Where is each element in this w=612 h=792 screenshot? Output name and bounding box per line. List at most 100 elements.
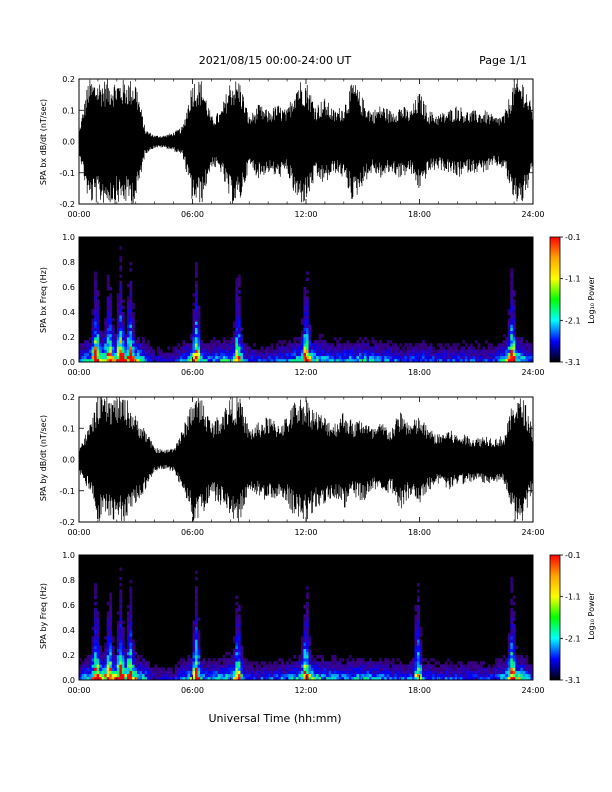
spectrogram-cell — [260, 352, 264, 357]
spectrogram-cell — [245, 658, 249, 662]
spectrogram-cell — [361, 349, 365, 353]
spectrogram-cell — [177, 673, 181, 678]
spectrogram-cell — [111, 324, 115, 328]
spectrogram-cell — [235, 324, 239, 328]
spectrogram-cell — [285, 355, 289, 360]
spectrogram-cell — [464, 673, 468, 678]
spectrogram-cell — [222, 337, 226, 341]
spectrogram-cell — [278, 664, 282, 668]
spectrogram-cell — [189, 343, 193, 347]
spectrogram-cell — [303, 617, 307, 621]
spectrogram-cell — [91, 312, 95, 316]
spectrogram-cell — [300, 676, 304, 681]
spectrogram-cell — [295, 355, 299, 360]
spectrogram-cell — [200, 343, 203, 347]
spectrogram-cell — [427, 349, 430, 353]
spectrogram-cell — [311, 667, 314, 671]
spectrogram-cell — [195, 676, 198, 681]
spectrogram-cell — [303, 626, 307, 631]
spectrogram-cell — [326, 661, 329, 665]
spectrogram-cell — [240, 349, 244, 353]
spectrogram-cell — [331, 676, 335, 681]
spectrogram-cell — [429, 667, 433, 671]
bx-spectrogram-panel: SPA bx Freq (Hz) Log₁₀ Power -0.1-1.1-2.… — [39, 233, 596, 377]
spectrogram-cell — [116, 305, 120, 310]
spectrogram-cell — [195, 611, 198, 615]
spectrogram-cell — [200, 676, 203, 681]
spectrogram-cell — [510, 274, 514, 278]
spectrogram-cell — [283, 349, 287, 353]
spectrogram-cell — [306, 633, 309, 637]
spectrogram-cell — [422, 664, 425, 668]
spectrogram-cell — [480, 661, 483, 665]
spectrogram-cell — [94, 601, 97, 606]
spectrogram-cell — [200, 352, 203, 357]
spectrogram-cell — [313, 670, 317, 675]
spectrogram-cell — [333, 673, 337, 678]
spectrogram-cell — [306, 626, 309, 631]
spectrogram-cell — [230, 355, 234, 360]
spectrogram-cell — [290, 670, 294, 675]
spectrogram-cell — [195, 271, 198, 275]
spectrogram-cell — [520, 352, 524, 357]
spectrogram-cell — [147, 670, 150, 675]
spectrogram-cell — [343, 352, 347, 357]
spectrogram-cell — [447, 352, 451, 357]
spectrogram-cell — [237, 280, 241, 285]
spectrogram-cell — [134, 355, 138, 360]
spectrogram-cell — [235, 611, 239, 615]
spectrogram-cell — [338, 664, 342, 668]
spectrogram-cell — [177, 667, 181, 671]
spectrogram-cell — [134, 349, 138, 353]
spectrogram-cell — [454, 667, 458, 671]
spectrogram-cell — [469, 343, 473, 347]
spectrogram-cell — [459, 349, 463, 353]
spectrogram-cell — [119, 296, 123, 300]
spectrogram-cell — [300, 330, 304, 335]
spectrogram-cell — [358, 352, 362, 357]
spectrogram-cell — [245, 352, 249, 357]
spectrogram-cell — [240, 327, 244, 332]
spectrogram-cell — [414, 658, 418, 662]
spectrogram-cell — [109, 670, 113, 675]
spectrogram-cell — [348, 655, 352, 659]
spectrogram-cell — [283, 670, 287, 675]
spectrogram-cell — [96, 661, 100, 665]
spectrogram-cell — [152, 667, 155, 671]
spectrogram-cell — [444, 676, 448, 681]
spectrogram-cell — [114, 655, 118, 659]
spectrogram-cell — [480, 352, 483, 357]
spectrogram-cell — [195, 358, 198, 363]
spectrogram-cell — [237, 667, 241, 671]
spectrogram-cell — [94, 589, 97, 593]
spectrogram-cell — [96, 321, 100, 325]
spectrogram-cell — [89, 346, 92, 350]
spectrogram-cell — [195, 315, 198, 319]
spectrogram-cell — [235, 333, 239, 338]
spectrogram-cell — [91, 664, 95, 668]
spectrogram-cell — [442, 352, 446, 357]
spectrogram-cell — [331, 673, 335, 678]
spectrogram-cell — [89, 352, 92, 357]
spectrogram-cell — [104, 670, 108, 675]
spectrogram-cell — [106, 324, 110, 328]
x-tick-label: 18:00 — [408, 528, 431, 537]
spectrogram-cell — [323, 664, 327, 668]
spectrogram-cell — [338, 337, 342, 341]
spectrogram-cell — [263, 358, 266, 363]
spectrogram-cell — [343, 676, 347, 681]
spectrogram-cell — [318, 673, 322, 678]
spectrogram-cell — [237, 676, 241, 681]
spectrogram-cell — [492, 676, 496, 681]
spectrogram-cell — [510, 352, 514, 357]
spectrogram-cell — [419, 664, 423, 668]
spectrogram-cell — [129, 333, 133, 338]
spectrogram-cell — [530, 664, 534, 668]
spectrogram-cell — [502, 349, 506, 353]
spectrogram-cell — [106, 648, 110, 653]
spectrogram-cell — [94, 617, 97, 621]
spectrogram-cell — [96, 340, 100, 344]
spectrogram-cell — [510, 630, 514, 634]
spectrogram-cell — [177, 352, 181, 357]
spectrogram-cell — [384, 670, 388, 675]
